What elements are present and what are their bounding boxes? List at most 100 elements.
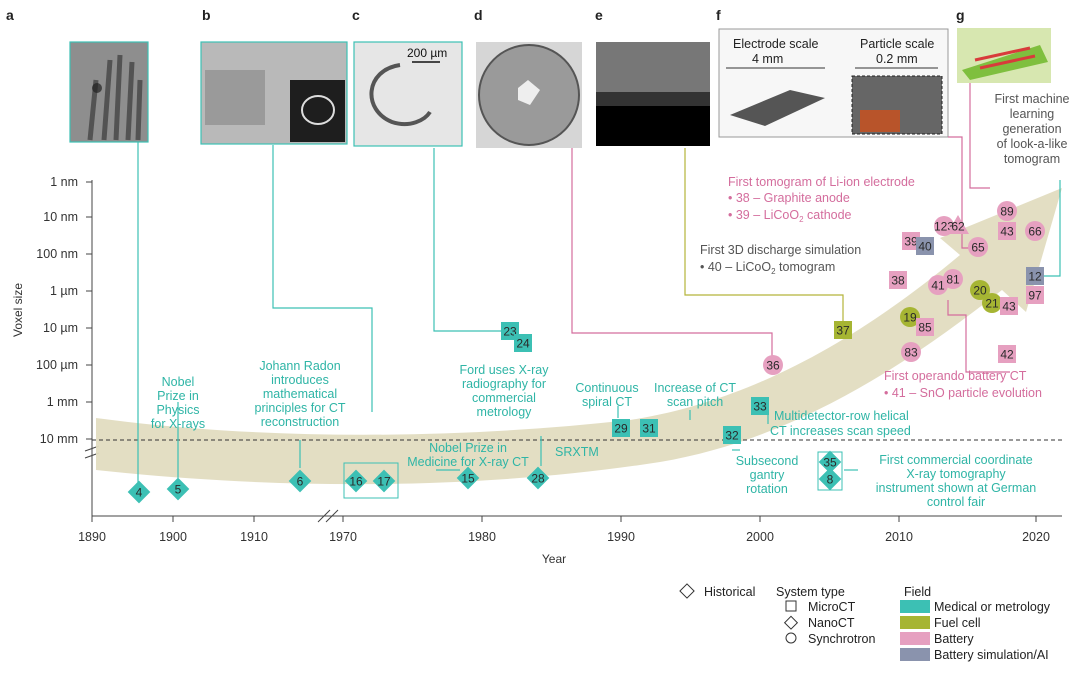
ct-slice-inset <box>290 80 345 142</box>
marker-square <box>902 232 920 250</box>
annotation-srxtm: SRXTM <box>555 445 599 459</box>
marker-label: 12 <box>1028 270 1042 284</box>
radon-l5: reconstruction <box>261 415 340 429</box>
marker-label: 31 <box>642 422 656 436</box>
marker-circle <box>900 307 920 327</box>
connector-f <box>684 148 844 322</box>
marker-diamond <box>372 469 396 493</box>
marker-41: 41 <box>928 275 948 295</box>
legend-ai-label: Battery simulation/AI <box>934 648 1049 662</box>
marker-square <box>1000 297 1018 315</box>
annotation-operando: First operando battery CT • 41 – SnO par… <box>884 369 1042 400</box>
y-tick-label: 100 nm <box>36 247 78 261</box>
marker-89: 89 <box>997 201 1017 221</box>
panel-letter-f: f <box>716 7 721 23</box>
legend-diamond-icon <box>783 615 799 630</box>
x-tick-label: 2010 <box>885 530 913 544</box>
marker-label: 62 <box>951 220 965 234</box>
marker-43: 43 <box>1000 297 1018 315</box>
simulation-40: • 40 – LiCoO2 tomogram <box>700 260 835 276</box>
marker-circle <box>928 275 948 295</box>
connector-c <box>433 148 508 332</box>
x-tick-group: 1890 1900 1910 1970 1980 1990 2000 2010 2020 <box>78 516 1050 544</box>
x-axis-title: Year <box>542 552 566 566</box>
marker-label: 28 <box>531 472 545 486</box>
marker-38: 38 <box>889 271 907 289</box>
x-tick-label: 1970 <box>329 530 357 544</box>
ml-l5: tomogram <box>1004 152 1060 166</box>
radon-l4: principles for CT <box>255 401 346 415</box>
y-tick-label: 1 µm <box>50 284 78 298</box>
x-axis-break <box>317 509 331 523</box>
marker-6: 6 <box>288 469 312 493</box>
panel-letter-d: d <box>474 7 483 23</box>
y-tick-label: 1 mm <box>47 395 78 409</box>
marker-37: 37 <box>834 321 852 339</box>
marker-label: 83 <box>904 346 918 360</box>
marker-35: 35 <box>818 450 842 474</box>
marker-17: 17 <box>372 469 396 493</box>
ring-shape <box>92 83 102 93</box>
marker-label: 5 <box>175 483 182 497</box>
legend-ai-swatch <box>900 648 930 661</box>
particle-size-label: 0.2 mm <box>876 52 918 66</box>
y-tick-label: 1 nm <box>50 175 78 189</box>
marker-label: 35 <box>823 456 837 470</box>
marker-label: 6 <box>297 475 304 489</box>
legend-historical-label: Historical <box>704 585 755 599</box>
legend-field-title: Field <box>904 585 931 599</box>
slice-ring-shape <box>301 95 335 125</box>
panel-letter-g: g <box>956 7 965 23</box>
x-tick-label: 2000 <box>746 530 774 544</box>
marker-15: 15 <box>456 466 480 490</box>
x-tick-label: 1980 <box>468 530 496 544</box>
marker-label: 123 <box>934 220 954 234</box>
annotation-spiral: Continuous spiral CT <box>575 381 638 409</box>
marker-label: 20 <box>973 284 987 298</box>
coordinate-l3: instrument shown at German <box>876 481 1037 495</box>
spiral-l1: Continuous <box>575 381 638 395</box>
marker-label: 65 <box>971 241 985 255</box>
legend-nanoct-label: NanoCT <box>808 616 855 630</box>
ml-l2: learning <box>1010 107 1055 121</box>
connector-g <box>1044 180 1061 277</box>
marker-square <box>723 426 741 444</box>
marker-label: 89 <box>1000 205 1014 219</box>
panel-f: f Electrode scale 4 mm Particle scale 0.… <box>716 7 949 138</box>
legend-square-icon <box>785 600 797 612</box>
annotation-radon: Johann Radon introduces mathematical pri… <box>255 359 346 429</box>
marker-4: 4 <box>127 480 151 504</box>
marker-label: 43 <box>1002 300 1016 314</box>
marker-36: 36 <box>763 355 783 375</box>
electrode-particles-shape <box>596 42 710 92</box>
marker-square <box>916 318 934 336</box>
ford-l2: radiography for <box>462 377 546 391</box>
marker-square <box>916 237 934 255</box>
marker-label: 81 <box>946 273 960 287</box>
marker-5: 5 <box>166 477 190 501</box>
panel-d: d <box>474 7 582 148</box>
legend-medical-swatch <box>900 600 930 613</box>
marker-label: 15 <box>461 472 475 486</box>
panel-letter-b: b <box>202 7 211 23</box>
coordinate-l2: X-ray tomography <box>906 467 1006 481</box>
panel-letter-a: a <box>6 7 14 23</box>
y-axis-title: Voxel size <box>11 283 25 337</box>
coordinate-l4: control fair <box>927 495 985 509</box>
legend-microct-label: MicroCT <box>808 600 856 614</box>
marker-circle <box>982 293 1002 313</box>
pitch-l1: Increase of CT <box>654 381 736 395</box>
electrode-size-label: 4 mm <box>752 52 783 66</box>
spiral-l2: spiral CT <box>582 395 632 409</box>
marker-square <box>612 419 630 437</box>
marker-circle <box>968 237 988 257</box>
ford-l4: metrology <box>477 405 533 419</box>
marker-label: 32 <box>725 429 739 443</box>
ml-l1: First machine <box>994 92 1069 106</box>
ml-l4: of look-a-like <box>997 137 1068 151</box>
legend-historical-icon <box>679 583 695 599</box>
y-tick-label: 10 mm <box>40 432 78 446</box>
ford-l1: Ford uses X-ray <box>460 363 550 377</box>
panel-b: b <box>200 7 348 145</box>
